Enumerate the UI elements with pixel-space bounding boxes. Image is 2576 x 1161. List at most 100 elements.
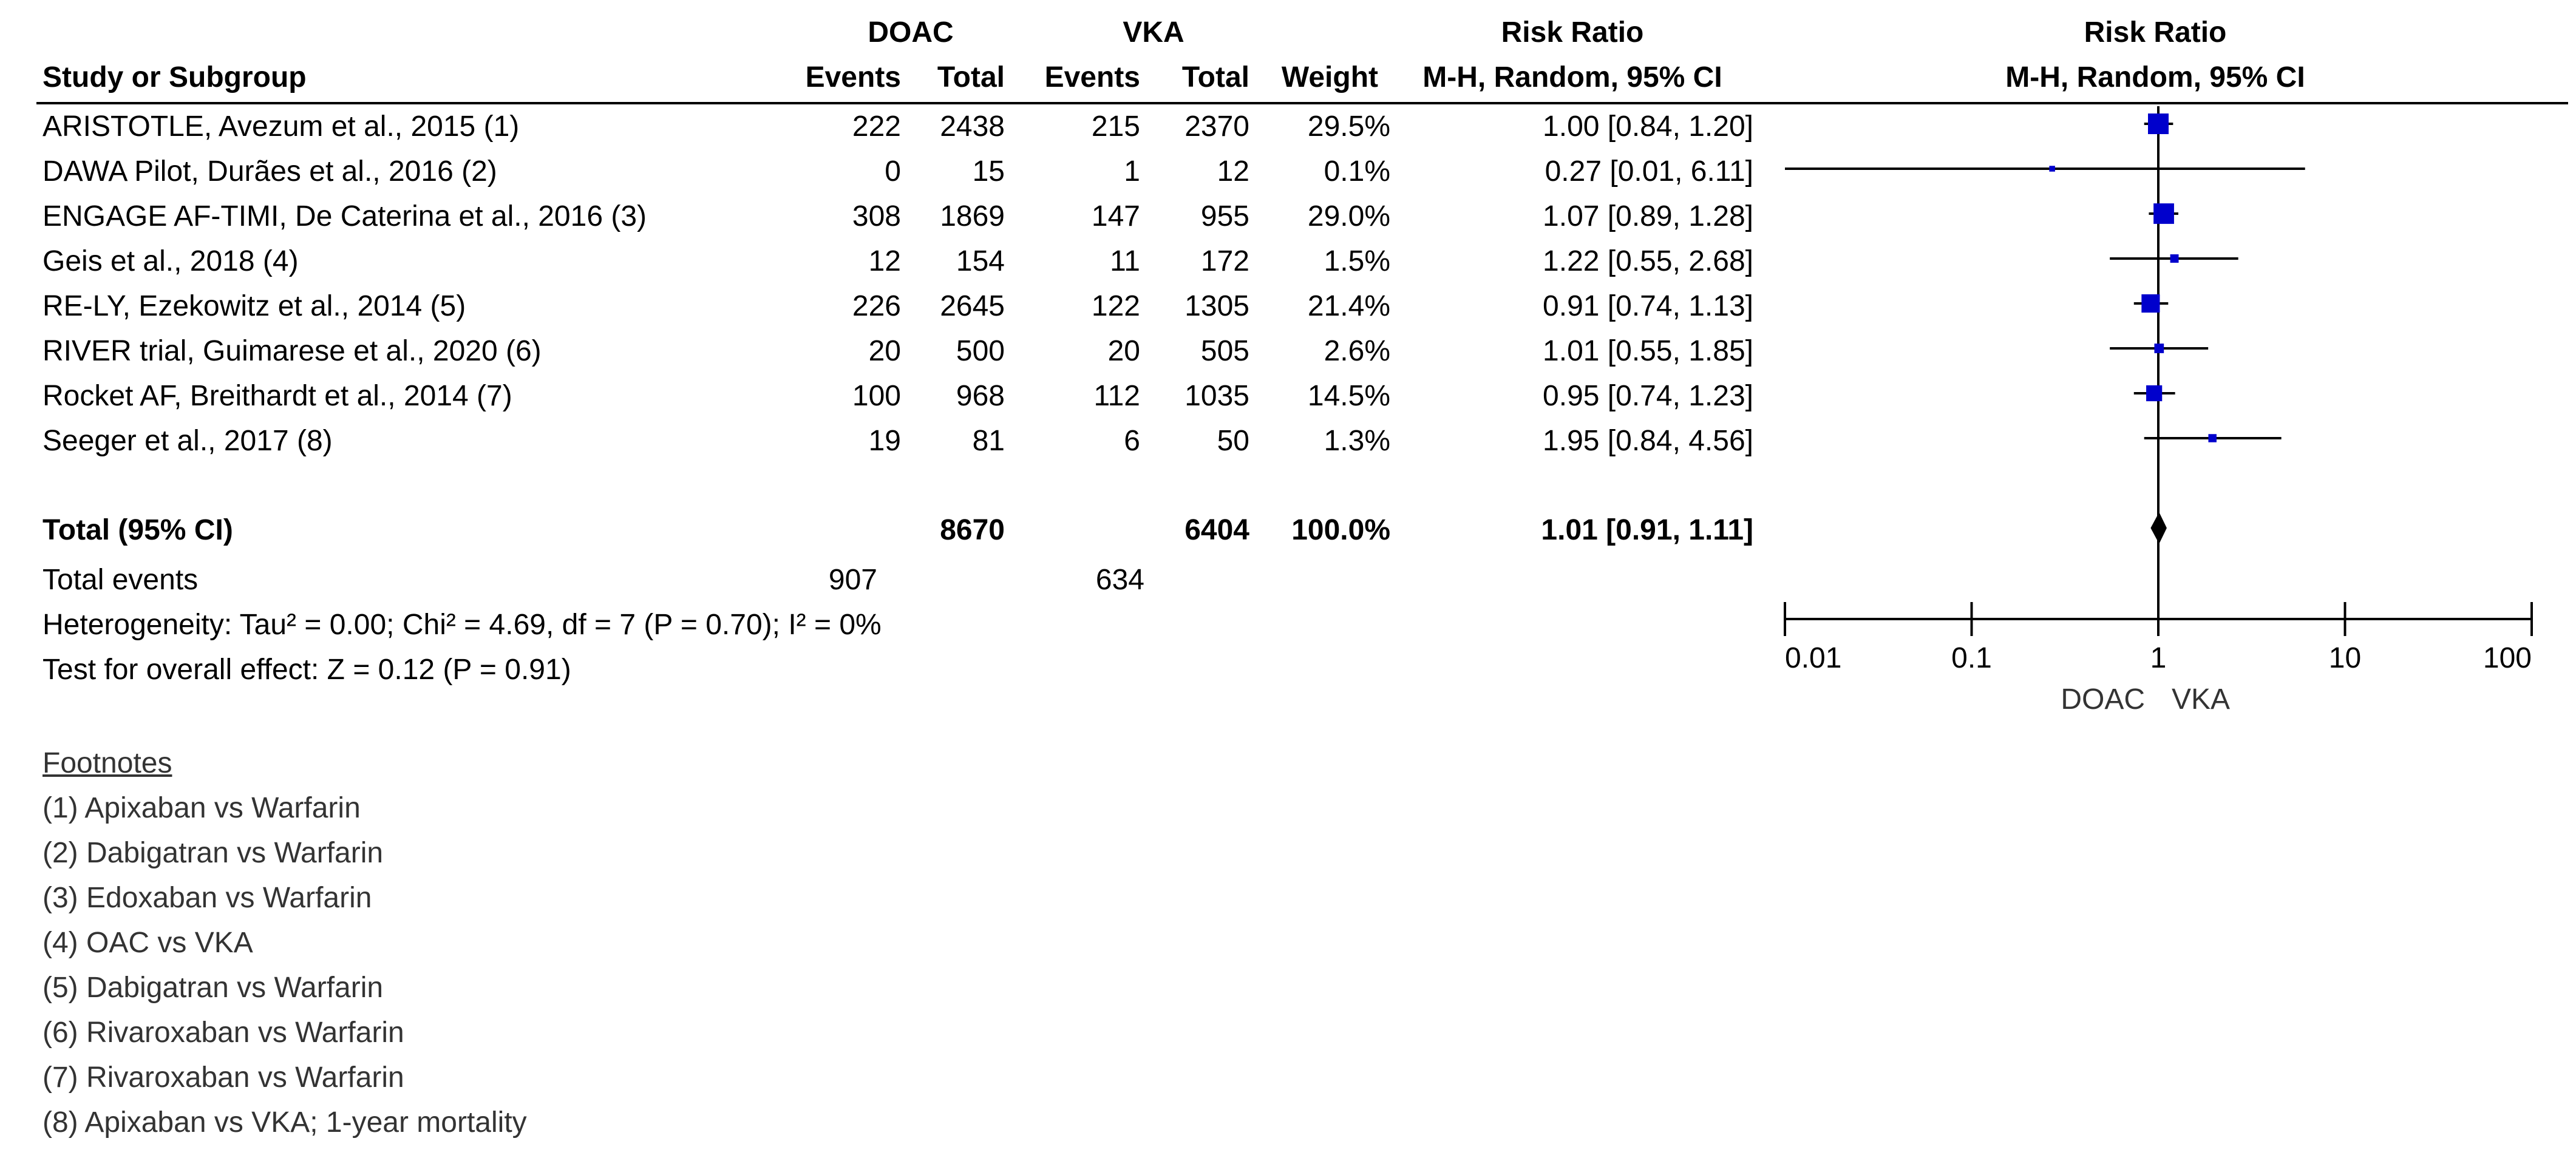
vka-events-sum: 634: [1095, 564, 1144, 596]
study-weight: 1.3%: [1324, 425, 1390, 457]
footnotes-title: Footnotes: [42, 747, 172, 779]
effect-marker: [2049, 166, 2055, 172]
study-weight: 0.1%: [1324, 155, 1390, 188]
footnote-item: (7) Rivaroxaban vs Warfarin: [42, 1061, 404, 1094]
vka-events: 20: [1107, 335, 1140, 367]
study-name: ARISTOTLE, Avezum et al., 2015 (1): [42, 110, 520, 143]
doac-total-sum: 8670: [940, 514, 1005, 546]
x-tick-label: 1: [2150, 642, 2167, 674]
x-tick-label: 0.1: [1951, 642, 1992, 674]
effect-marker: [2146, 385, 2163, 402]
effect-marker: [2154, 344, 2164, 353]
study-name: Geis et al., 2018 (4): [42, 245, 299, 277]
doac-total: 500: [956, 335, 1005, 367]
doac-events: 19: [868, 425, 901, 457]
study-ci: 1.95 [0.84, 4.56]: [1543, 425, 1753, 457]
pooled-diamond: [2150, 512, 2167, 544]
vka-events-header: Events: [1044, 61, 1140, 93]
header-rule: [36, 102, 2568, 104]
study-weight: 29.5%: [1307, 110, 1390, 143]
plot-title: Risk Ratio: [2084, 16, 2227, 49]
rr-method-header: M-H, Random, 95% CI: [1422, 61, 1722, 93]
overall-effect-text: Test for overall effect: Z = 0.12 (P = 0…: [42, 654, 571, 686]
favours-left-label: DOAC: [2061, 683, 2145, 716]
study-weight: 2.6%: [1324, 335, 1390, 367]
doac-events: 12: [868, 245, 901, 277]
study-weight: 21.4%: [1307, 290, 1390, 322]
doac-events-sum: 907: [828, 564, 877, 596]
doac-total: 15: [972, 155, 1005, 188]
study-ci: 0.95 [0.74, 1.23]: [1543, 380, 1753, 412]
doac-total: 2438: [940, 110, 1005, 143]
doac-total-header: Total: [937, 61, 1005, 93]
effect-marker: [2148, 113, 2169, 134]
x-tick-label: 100: [2483, 642, 2532, 674]
study-weight: 14.5%: [1307, 380, 1390, 412]
doac-events: 20: [868, 335, 901, 367]
vka-events: 1: [1124, 155, 1140, 188]
doac-total: 1869: [940, 200, 1005, 232]
footnote-item: (2) Dabigatran vs Warfarin: [42, 837, 384, 869]
study-name: RIVER trial, Guimarese et al., 2020 (6): [42, 335, 542, 367]
study-name: Seeger et al., 2017 (8): [42, 425, 333, 457]
study-ci: 0.27 [0.01, 6.11]: [1545, 155, 1753, 188]
vka-events: 112: [1093, 380, 1140, 412]
study-ci: 1.01 [0.55, 1.85]: [1543, 335, 1753, 367]
heterogeneity-text: Heterogeneity: Tau² = 0.00; Chi² = 4.69,…: [42, 609, 882, 641]
doac-total: 81: [972, 425, 1005, 457]
study-name: DAWA Pilot, Durães et al., 2016 (2): [42, 155, 497, 188]
plot-method-header: M-H, Random, 95% CI: [2005, 61, 2305, 93]
vka-total-header: Total: [1181, 61, 1249, 93]
footnote-item: (6) Rivaroxaban vs Warfarin: [42, 1017, 404, 1049]
effect-marker: [2170, 254, 2179, 263]
vka-total: 172: [1200, 245, 1249, 277]
vka-events: 11: [1110, 245, 1140, 277]
vka-events: 215: [1091, 110, 1140, 143]
doac-events: 308: [852, 200, 901, 232]
effect-marker: [2208, 434, 2217, 442]
footnote-item: (4) OAC vs VKA: [42, 927, 253, 959]
study-name: RE-LY, Ezekowitz et al., 2014 (5): [42, 290, 466, 322]
doac-events-header: Events: [805, 61, 901, 93]
vka-total: 2370: [1184, 110, 1249, 143]
study-ci: 1.07 [0.89, 1.28]: [1543, 200, 1753, 232]
study-ci: 1.22 [0.55, 2.68]: [1543, 245, 1753, 277]
vka-total-sum: 6404: [1184, 514, 1249, 546]
study-ci: 1.00 [0.84, 1.20]: [1543, 110, 1753, 143]
study-weight: 29.0%: [1307, 200, 1390, 232]
study-ci: 0.91 [0.74, 1.13]: [1543, 290, 1753, 322]
total-events-label: Total events: [42, 564, 199, 596]
effect-marker: [2141, 294, 2160, 313]
effect-marker: [2153, 203, 2174, 224]
vka-total: 12: [1217, 155, 1249, 188]
vka-total: 505: [1200, 335, 1249, 367]
doac-total: 2645: [940, 290, 1005, 322]
study-weight: 1.5%: [1324, 245, 1390, 277]
footnote-item: (8) Apixaban vs VKA; 1-year mortality: [42, 1106, 527, 1139]
doac-events: 226: [852, 290, 901, 322]
vka-total: 1305: [1184, 290, 1249, 322]
vka-events: 6: [1124, 425, 1140, 457]
footnote-item: (5) Dabigatran vs Warfarin: [42, 972, 384, 1004]
rr-column-title: Risk Ratio: [1501, 16, 1644, 49]
x-tick-label: 10: [2329, 642, 2361, 674]
doac-total: 968: [956, 380, 1005, 412]
footnote-item: (1) Apixaban vs Warfarin: [42, 792, 361, 824]
doac-events: 222: [852, 110, 901, 143]
vka-total: 50: [1217, 425, 1249, 457]
footnote-item: (3) Edoxaban vs Warfarin: [42, 882, 372, 914]
doac-total: 154: [956, 245, 1005, 277]
vka-events: 147: [1091, 200, 1140, 232]
study-name: ENGAGE AF-TIMI, De Caterina et al., 2016…: [42, 200, 647, 232]
x-tick-label: 0.01: [1785, 642, 1841, 674]
doac-group-header: DOAC: [868, 16, 954, 49]
doac-events: 0: [885, 155, 901, 188]
vka-events: 122: [1091, 290, 1140, 322]
study-column-header: Study or Subgroup: [42, 61, 307, 93]
total-label: Total (95% CI): [42, 514, 233, 546]
vka-group-header: VKA: [1123, 16, 1184, 49]
vka-total: 1035: [1184, 380, 1249, 412]
total-weight: 100.0%: [1291, 514, 1390, 546]
doac-events: 100: [852, 380, 901, 412]
